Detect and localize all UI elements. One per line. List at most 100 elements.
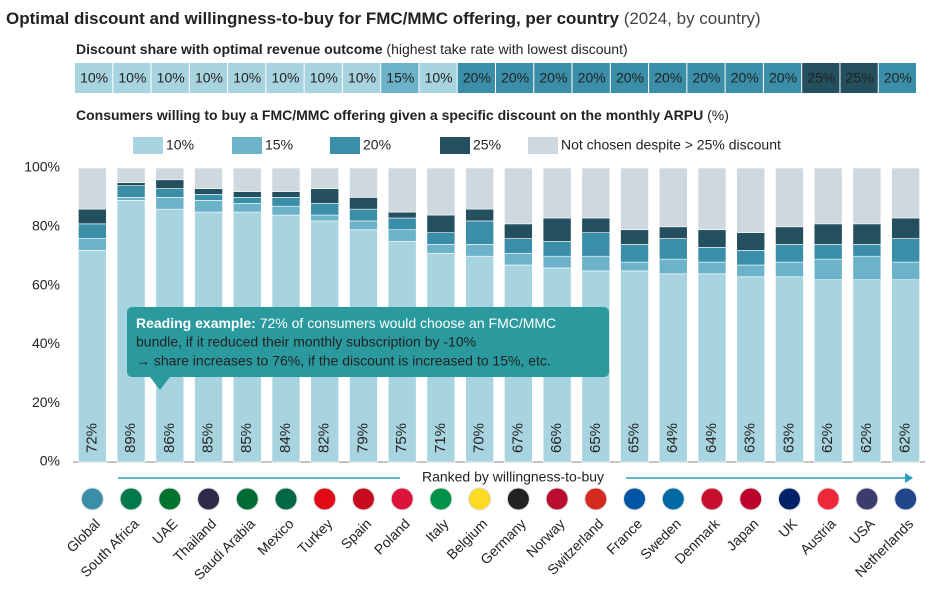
bar-segment (155, 167, 185, 181)
legend-label: 25% (473, 137, 501, 153)
strip-label: 10% (271, 70, 299, 86)
flag (119, 487, 143, 511)
bar-segment (232, 167, 262, 192)
bar-segment (387, 229, 417, 242)
flag (506, 487, 530, 511)
bar-segment (426, 167, 456, 216)
y-tick-label: 100% (24, 159, 60, 175)
strip-label: 10% (425, 70, 453, 86)
x-tick-label: UAE (149, 515, 181, 547)
bar-segment (542, 255, 572, 269)
strip-label: 20% (501, 70, 529, 86)
legend-swatch (440, 137, 470, 154)
y-tick-label: 0% (40, 453, 60, 469)
bar-segment (542, 241, 572, 257)
strip-cell (113, 63, 151, 93)
bar-segment (78, 208, 107, 225)
strip-cell (496, 63, 534, 93)
bar-segment (465, 244, 494, 257)
legend-swatch (330, 137, 360, 154)
strip-note: (highest take rate with lowest discount) (386, 41, 627, 57)
bar-segment (775, 261, 804, 278)
bar-segment (736, 250, 766, 266)
bar-segment (232, 197, 262, 204)
bar-segment (736, 232, 766, 251)
x-tick-label: Italy (422, 515, 451, 544)
subtitle-row: Consumers willing to buy a FMC/MMC offer… (76, 107, 729, 123)
legend-label: 20% (363, 137, 391, 153)
ranking-bg (400, 469, 626, 487)
bar-segment (813, 258, 843, 281)
strip-label: 10% (80, 70, 108, 86)
bar-segment (426, 244, 456, 254)
value-label: 75% (393, 423, 410, 453)
value-label: 67% (509, 423, 526, 453)
subtitle: Consumers willing to buy a FMC/MMC offer… (76, 107, 703, 123)
strip-label: 20% (616, 70, 644, 86)
legend-swatch (133, 137, 163, 154)
strip-cell (840, 63, 878, 93)
bar-segment (194, 167, 223, 189)
y-tick-label: 40% (32, 335, 60, 351)
bar-segment (232, 191, 262, 198)
strip-title: Discount share with optimal revenue outc… (76, 41, 383, 57)
strip-cell (878, 63, 916, 93)
strip-label: 10% (310, 70, 338, 86)
bar-segment (271, 191, 301, 198)
bar-segment (504, 167, 533, 225)
flag (700, 487, 724, 511)
bar-segment (775, 276, 804, 463)
x-tick-label: Turkey (294, 515, 335, 556)
bar-segment (116, 197, 146, 201)
value-label: 62% (897, 423, 914, 453)
bar-segment (697, 167, 727, 231)
annotation-lead: Reading example: (136, 315, 256, 331)
bar-segment (426, 232, 456, 245)
bar-segment (620, 229, 649, 245)
bar-segment (813, 223, 843, 245)
bar-segment (620, 244, 649, 263)
ranking-arrowhead (905, 473, 913, 483)
strip-label: 20% (884, 70, 912, 86)
bar-segment (775, 167, 804, 228)
bar-segment (504, 238, 533, 254)
bar-segment (310, 214, 340, 222)
bar-segment (465, 220, 494, 245)
strip-label: 20% (578, 70, 606, 86)
x-tick-label: Mexico (254, 515, 297, 558)
strip-cell (75, 63, 113, 93)
bar-segment (852, 223, 882, 245)
bar-segment (620, 167, 649, 231)
flag (429, 487, 453, 511)
strip-cell (649, 63, 687, 93)
annotation-line: → share increases to 76%, if the discoun… (136, 353, 551, 369)
flag (623, 487, 647, 511)
strip-cell (228, 63, 266, 93)
x-tick-label: UK (775, 515, 801, 541)
bar-segment (504, 252, 533, 266)
bar-segment (658, 226, 688, 239)
bar-segment (813, 244, 843, 260)
bar-segment (349, 197, 378, 210)
bar-segment (504, 223, 533, 239)
value-label: 86% (161, 423, 178, 453)
bar-segment (116, 185, 146, 198)
annotation-box (127, 307, 609, 390)
bar-segment (581, 217, 611, 233)
bar-segment (736, 167, 766, 233)
bar-segment (658, 258, 688, 275)
bar-segment (813, 167, 843, 225)
bar-segment (736, 264, 766, 278)
value-label: 65% (626, 423, 643, 453)
strip-label: 25% (807, 70, 835, 86)
value-label: 66% (548, 423, 565, 453)
bar-segment (271, 205, 301, 216)
bar-segment (697, 273, 727, 463)
strip-cell (610, 63, 649, 93)
bar-segment (116, 167, 146, 183)
x-tick-label: Spain (338, 515, 375, 552)
flag (158, 487, 182, 511)
strip-cell (151, 63, 189, 93)
bar-segment (465, 208, 494, 222)
strip-label: 20% (654, 70, 682, 86)
